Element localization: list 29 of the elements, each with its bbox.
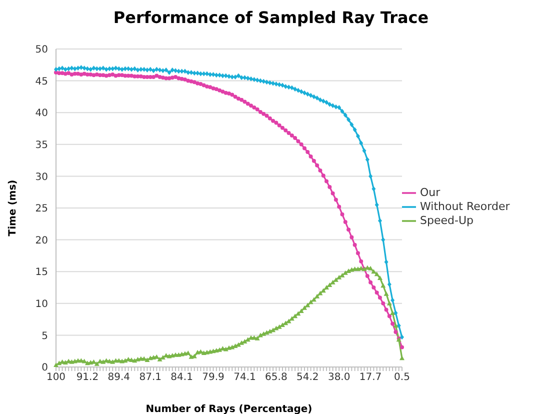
x-axis-title: Number of Rays (Percentage)	[146, 404, 312, 414]
legend-label: Without Reorder	[420, 200, 510, 214]
y-tick-label: 30	[35, 172, 48, 183]
y-tick-label: 0	[42, 362, 48, 374]
legend-label: Speed-Up	[420, 214, 474, 228]
x-tick-label: 89.4	[108, 372, 130, 384]
x-tick-label: 79.9	[202, 372, 224, 384]
x-tick-label: 74.1	[234, 372, 256, 384]
y-tick-label: 10	[35, 298, 48, 310]
x-tick-label: 91.2	[76, 372, 99, 384]
chart-title: Performance of Sampled Ray Trace	[112, 8, 430, 27]
y-tick-label: 45	[35, 76, 48, 88]
x-tick-label: 0.5	[394, 372, 410, 384]
x-tick-label: 100	[46, 372, 66, 384]
y-tick-label: 40	[35, 108, 48, 120]
y-tick-label: 5	[42, 330, 48, 342]
y-tick-label: 15	[35, 267, 48, 278]
legend-label: Our	[420, 186, 440, 200]
x-tick-label: 84.1	[170, 372, 193, 384]
y-tick-label: 25	[35, 204, 48, 215]
x-tick-label: 38.0	[328, 372, 350, 384]
y-tick-label: 35	[35, 140, 48, 151]
x-tick-label: 87.1	[139, 372, 162, 384]
y-tick-label: 50	[35, 44, 48, 56]
y-tick-label: 20	[35, 235, 48, 246]
x-tick-label: 17.7	[359, 372, 382, 384]
y-axis-title: Time (ms)	[8, 180, 19, 236]
x-tick-label: 65.8	[265, 372, 288, 384]
x-tick-label: 54.2	[296, 372, 319, 384]
